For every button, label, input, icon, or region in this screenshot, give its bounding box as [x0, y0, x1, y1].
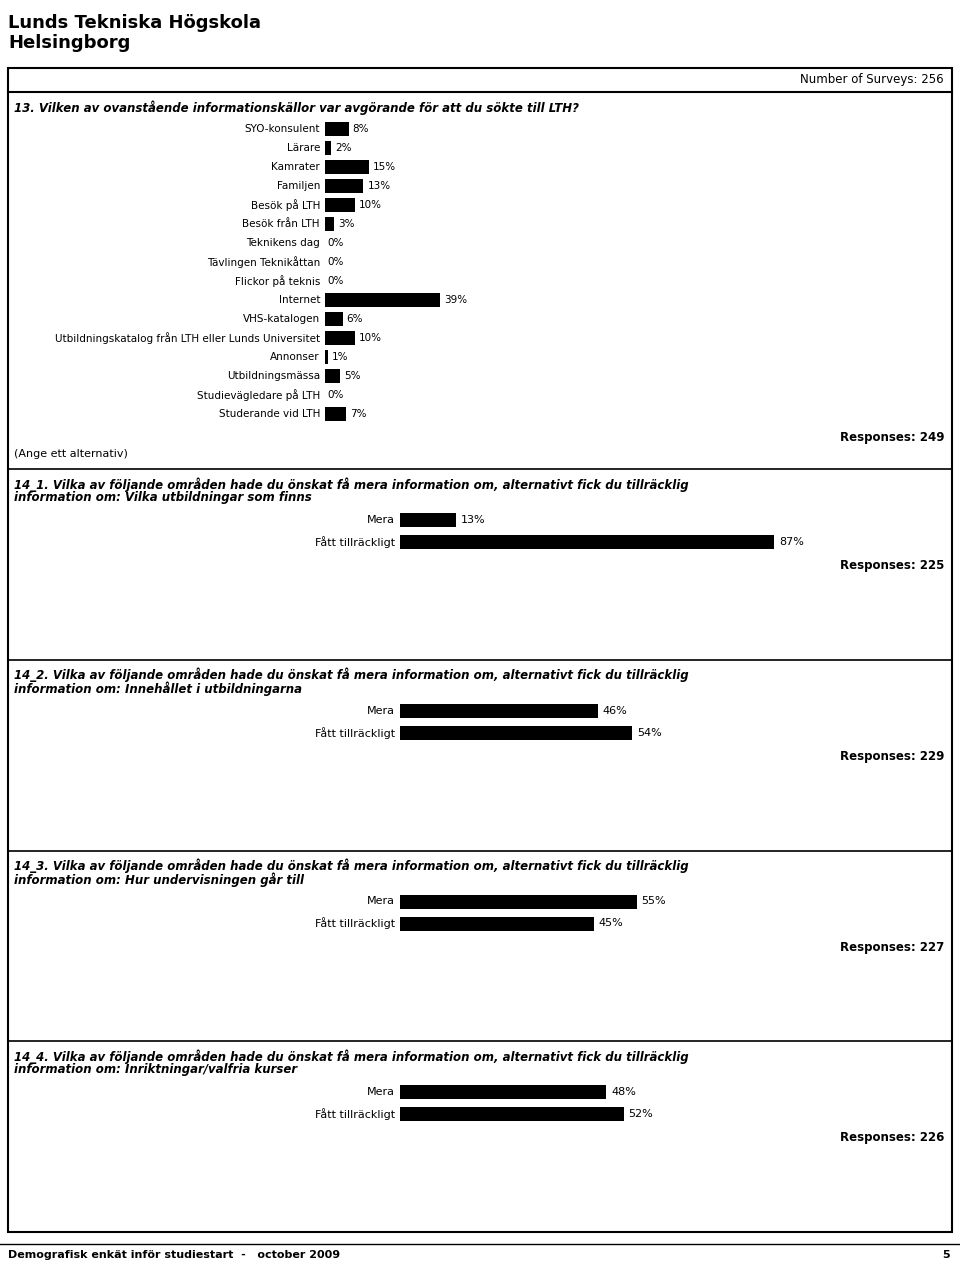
Text: Kamrater: Kamrater — [272, 162, 320, 173]
Text: Besök på LTH: Besök på LTH — [251, 199, 320, 211]
Bar — [325, 141, 331, 155]
Text: information om: Innehållet i utbildningarna: information om: Innehållet i utbildninga… — [14, 681, 302, 697]
Text: Lunds Tekniska Högskola: Lunds Tekniska Högskola — [8, 14, 261, 32]
Text: Besök från LTH: Besök från LTH — [243, 220, 320, 228]
Text: Mera: Mera — [367, 896, 395, 906]
Text: 0%: 0% — [327, 275, 344, 286]
Text: 0%: 0% — [327, 239, 344, 247]
Bar — [400, 536, 774, 549]
Text: Studievägledare på LTH: Studievägledare på LTH — [197, 390, 320, 401]
Bar — [325, 312, 343, 326]
Bar — [400, 1085, 607, 1099]
Text: information om: Hur undervisningen går till: information om: Hur undervisningen går t… — [14, 873, 304, 887]
Text: Familjen: Familjen — [276, 181, 320, 192]
Bar — [325, 198, 354, 212]
Text: Number of Surveys: 256: Number of Surveys: 256 — [801, 74, 944, 86]
Text: 5%: 5% — [344, 371, 360, 381]
Text: 39%: 39% — [444, 294, 468, 305]
Text: Demografisk enkät inför studiestart  -   october 2009: Demografisk enkät inför studiestart - oc… — [8, 1250, 340, 1260]
Text: 7%: 7% — [349, 409, 366, 419]
Text: (Ange ett alternativ): (Ange ett alternativ) — [14, 449, 128, 459]
Text: Internet: Internet — [278, 294, 320, 305]
Bar — [325, 350, 328, 364]
Text: 48%: 48% — [612, 1088, 636, 1098]
Text: Flickor på teknis: Flickor på teknis — [234, 275, 320, 287]
Bar — [325, 179, 363, 193]
Bar — [400, 513, 456, 527]
Text: Utbildningskatalog från LTH eller Lunds Universitet: Utbildningskatalog från LTH eller Lunds … — [55, 332, 320, 344]
Bar — [325, 293, 440, 307]
Text: Mera: Mera — [367, 706, 395, 716]
Bar — [325, 369, 340, 383]
Text: 46%: 46% — [603, 706, 628, 716]
Text: 14_3. Vilka av följande områden hade du önskat få mera information om, alternati: 14_3. Vilka av följande områden hade du … — [14, 859, 688, 873]
Bar — [400, 704, 598, 718]
Text: 2%: 2% — [335, 143, 351, 154]
Bar — [325, 331, 354, 345]
Text: Fått tillräckligt: Fått tillräckligt — [315, 536, 395, 548]
Bar — [400, 916, 593, 930]
Text: 10%: 10% — [358, 201, 381, 209]
Text: VHS-katalogen: VHS-katalogen — [243, 313, 320, 324]
Text: Responses: 225: Responses: 225 — [840, 560, 944, 572]
Text: Annonser: Annonser — [271, 352, 320, 362]
Text: Mera: Mera — [367, 515, 395, 525]
Text: information om: Inriktningar/valfria kurser: information om: Inriktningar/valfria kur… — [14, 1063, 298, 1076]
Text: Responses: 229: Responses: 229 — [840, 750, 944, 763]
Text: 6%: 6% — [347, 313, 363, 324]
Text: Teknikens dag: Teknikens dag — [247, 239, 320, 247]
Text: 14_4. Vilka av följande områden hade du önskat få mera information om, alternati: 14_4. Vilka av följande områden hade du … — [14, 1049, 688, 1063]
Bar — [325, 407, 346, 421]
Text: 0%: 0% — [327, 390, 344, 400]
Text: 55%: 55% — [641, 896, 666, 906]
Text: 14_1. Vilka av följande områden hade du önskat få mera information om, alternati: 14_1. Vilka av följande områden hade du … — [14, 477, 688, 491]
Text: Fått tillräckligt: Fått tillräckligt — [315, 1108, 395, 1121]
Text: SYO-konsulent: SYO-konsulent — [245, 124, 320, 135]
Text: 14_2. Vilka av följande områden hade du önskat få mera information om, alternati: 14_2. Vilka av följande områden hade du … — [14, 667, 688, 683]
Text: 13%: 13% — [461, 515, 486, 525]
Text: Fått tillräckligt: Fått tillräckligt — [315, 727, 395, 739]
Text: 0%: 0% — [327, 258, 344, 266]
Bar — [400, 1108, 624, 1122]
Text: Fått tillräckligt: Fått tillräckligt — [315, 917, 395, 929]
Text: 15%: 15% — [373, 162, 396, 173]
Text: Mera: Mera — [367, 1088, 395, 1098]
Text: 1%: 1% — [332, 352, 348, 362]
Text: 52%: 52% — [629, 1109, 654, 1119]
Bar — [325, 217, 334, 231]
Text: information om: Vilka utbildningar som finns: information om: Vilka utbildningar som f… — [14, 491, 312, 504]
Bar — [325, 160, 370, 174]
Bar — [400, 895, 636, 909]
Text: 3%: 3% — [338, 220, 354, 228]
Text: Tävlingen Teknikåttan: Tävlingen Teknikåttan — [206, 256, 320, 268]
Text: 8%: 8% — [352, 124, 369, 135]
Text: 10%: 10% — [358, 332, 381, 343]
Text: 45%: 45% — [598, 919, 623, 929]
Text: Responses: 249: Responses: 249 — [839, 431, 944, 444]
Text: 87%: 87% — [780, 537, 804, 547]
Text: 5: 5 — [943, 1250, 950, 1260]
Text: Utbildningsmässa: Utbildningsmässa — [227, 371, 320, 381]
Bar — [325, 122, 348, 136]
Text: 54%: 54% — [637, 727, 662, 737]
Text: Studerande vid LTH: Studerande vid LTH — [219, 409, 320, 419]
Text: Lärare: Lärare — [287, 143, 320, 154]
Bar — [400, 726, 633, 740]
Text: Responses: 227: Responses: 227 — [840, 940, 944, 953]
Text: Helsingborg: Helsingborg — [8, 34, 131, 52]
Text: 13%: 13% — [368, 181, 391, 192]
Text: 13. Vilken av ovanstående informationskällor var avgörande för att du sökte till: 13. Vilken av ovanstående informationskä… — [14, 100, 579, 114]
Text: Responses: 226: Responses: 226 — [840, 1131, 944, 1145]
